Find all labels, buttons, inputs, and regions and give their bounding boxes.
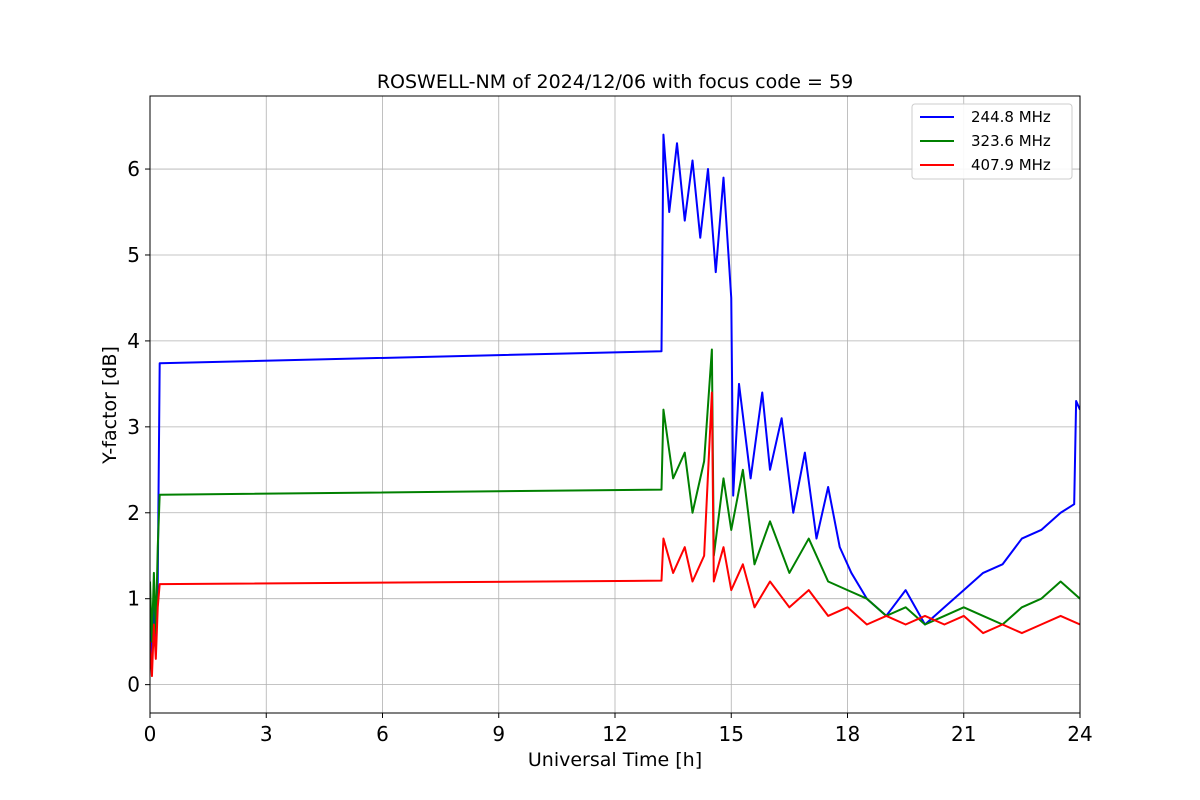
x-tick-label: 21: [951, 722, 976, 746]
y-tick-label: 2: [127, 501, 140, 525]
legend-label-1: 323.6 MHz: [971, 132, 1051, 150]
y-tick-label: 3: [127, 415, 140, 439]
legend: 244.8 MHz 323.6 MHz 407.9 MHz: [911, 103, 1073, 180]
x-tick-label: 0: [144, 722, 157, 746]
y-tick-label: 1: [127, 587, 140, 611]
legend-label-0: 244.8 MHz: [971, 108, 1051, 126]
y-axis-label: Y-factor [dB]: [99, 346, 121, 465]
x-axis-ticks: 0 3 6 9 12 15 18 21 24: [144, 713, 1093, 746]
x-tick-label: 3: [260, 722, 273, 746]
chart-title: ROSWELL-NM of 2024/12/06 with focus code…: [377, 71, 853, 93]
y-axis-ticks: 0 1 2 3 4 5 6: [127, 157, 150, 697]
x-tick-label: 15: [719, 722, 744, 746]
series-lines: [150, 133, 1080, 678]
x-tick-label: 24: [1067, 722, 1092, 746]
series-line-2: [150, 391, 1080, 678]
series-line-0: [150, 133, 1080, 660]
legend-box: [911, 103, 1073, 180]
x-tick-label: 12: [602, 722, 627, 746]
y-tick-label: 6: [127, 157, 140, 181]
x-tick-label: 6: [376, 722, 389, 746]
y-tick-label: 5: [127, 243, 140, 267]
series-line-1: [150, 348, 1080, 643]
y-tick-label: 4: [127, 329, 140, 353]
x-axis-label: Universal Time [h]: [528, 749, 702, 771]
legend-label-2: 407.9 MHz: [971, 156, 1051, 174]
y-tick-label: 0: [127, 673, 140, 697]
x-tick-label: 18: [835, 722, 860, 746]
x-tick-label: 9: [492, 722, 505, 746]
